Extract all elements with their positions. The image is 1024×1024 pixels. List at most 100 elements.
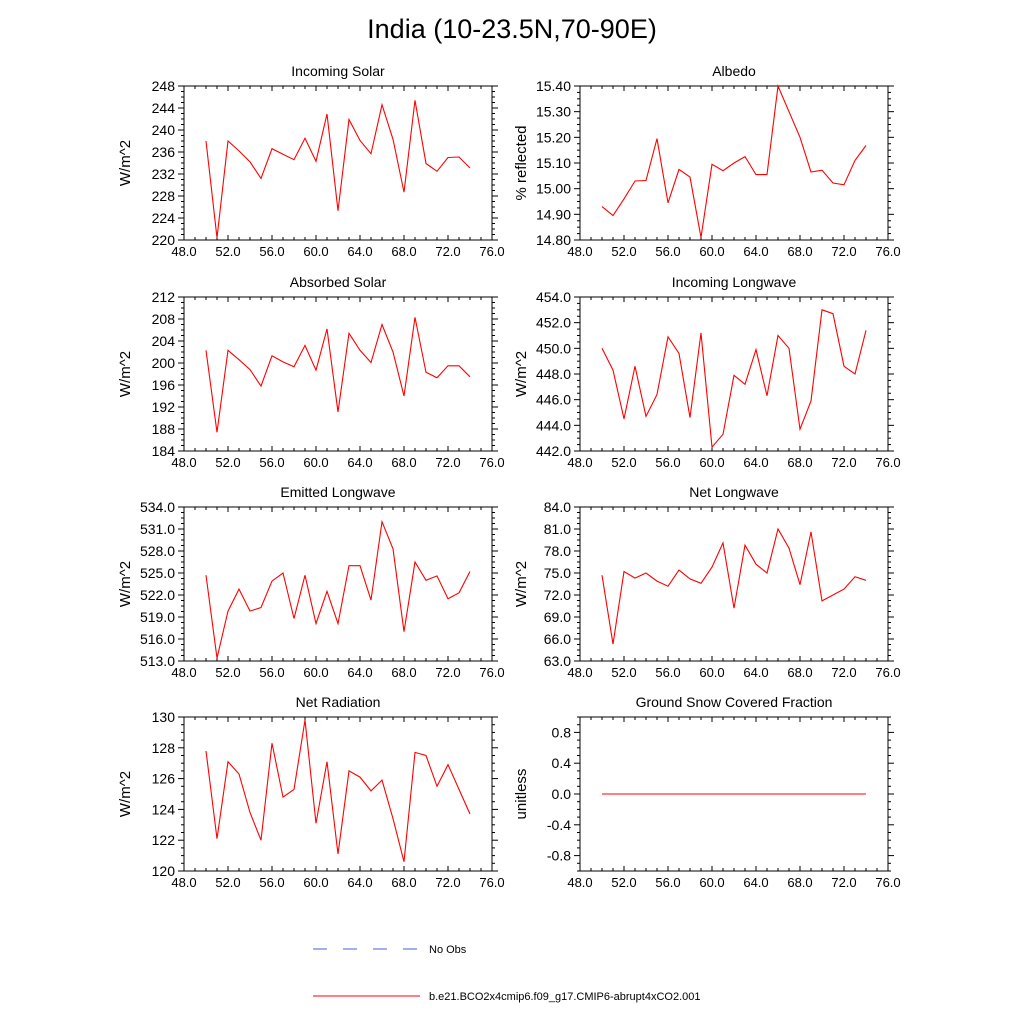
x-tick-label: 60.0 (303, 455, 328, 470)
x-tick-label: 48.0 (567, 875, 592, 890)
x-tick-label: 76.0 (875, 665, 900, 680)
y-tick-label: 72.0 (544, 587, 571, 603)
legend-entry-no-obs: No Obs (313, 944, 467, 956)
series-line-net-radiation (205, 720, 471, 862)
x-tick-label: 52.0 (611, 875, 636, 890)
x-tick-label: 56.0 (259, 455, 284, 470)
x-tick-label: 68.0 (391, 244, 416, 259)
panel-title-incoming-longwave: Incoming Longwave (672, 274, 797, 290)
y-tick-label: 0.4 (552, 755, 572, 771)
legend-entry-model: b.e21.BCO2x4cmip6.f09_g17.CMIP6-abrupt4x… (313, 991, 701, 1003)
y-tick-label: 224 (152, 210, 176, 226)
x-tick-label: 60.0 (303, 665, 328, 680)
y-tick-label: 240 (152, 122, 176, 138)
x-tick-label: 76.0 (479, 455, 504, 470)
y-tick-label: 513.0 (140, 653, 175, 669)
x-tick-label: 72.0 (831, 455, 856, 470)
x-tick-label: 72.0 (435, 875, 460, 890)
x-tick-label: 64.0 (743, 665, 768, 680)
x-tick-label: 64.0 (347, 455, 372, 470)
y-tick-label: 15.40 (536, 78, 571, 94)
x-tick-label: 72.0 (831, 665, 856, 680)
panel-title-net-longwave: Net Longwave (689, 484, 779, 500)
y-tick-label: 208 (152, 311, 176, 327)
series-line-incoming-longwave (601, 309, 867, 449)
x-tick-label: 48.0 (567, 665, 592, 680)
legend-label-no-obs: No Obs (429, 944, 467, 956)
x-tick-label: 76.0 (479, 244, 504, 259)
panel-title-albedo: Albedo (712, 63, 756, 79)
panel-net-longwave: 48.0 52.0 56.0 60.0 64.0 68.0 72.0 76.0 63.0 66.0… (513, 484, 901, 680)
x-tick-label: 56.0 (259, 244, 284, 259)
x-tick-label: 52.0 (611, 455, 636, 470)
panel-incoming-longwave: 48.0 52.0 56.0 60.0 64.0 68.0 72.0 76.0 442.0 444… (513, 274, 901, 470)
y-tick-label: 448.0 (536, 366, 571, 382)
y-tick-label: 516.0 (140, 631, 175, 647)
x-tick-label: 68.0 (787, 875, 812, 890)
y-tick-label: 15.10 (536, 155, 571, 171)
y-tick-label: 188 (152, 421, 176, 437)
y-tick-label: 450.0 (536, 340, 571, 356)
y-tick-label: 14.90 (536, 206, 571, 222)
x-tick-label: 52.0 (611, 244, 636, 259)
y-tick-label: 78.0 (544, 543, 571, 559)
x-tick-label: 48.0 (171, 455, 196, 470)
y-tick-label: 236 (152, 144, 176, 160)
y-tick-label: 454.0 (536, 289, 571, 305)
x-tick-label: 72.0 (435, 665, 460, 680)
x-tick-label: 48.0 (567, 244, 592, 259)
y-tick-label: 446.0 (536, 392, 571, 408)
y-tick-label: 212 (152, 289, 176, 305)
x-tick-label: 64.0 (347, 875, 372, 890)
x-tick-label: 60.0 (699, 244, 724, 259)
panel-title-incoming-solar: Incoming Solar (291, 63, 385, 79)
x-tick-label: 52.0 (215, 455, 240, 470)
y-tick-label: 184 (152, 443, 176, 459)
y-axis-label-absorbed-solar: W/m^2 (117, 351, 134, 397)
y-tick-label: 14.80 (536, 232, 571, 248)
panel-title-emitted-longwave: Emitted Longwave (280, 484, 395, 500)
x-tick-label: 48.0 (171, 244, 196, 259)
y-tick-label: 126 (152, 771, 176, 787)
y-tick-label: -0.8 (547, 848, 571, 864)
x-tick-label: 64.0 (347, 665, 372, 680)
y-tick-label: 522.0 (140, 587, 175, 603)
y-tick-label: 192 (152, 399, 176, 415)
x-tick-label: 48.0 (567, 455, 592, 470)
y-tick-label: 531.0 (140, 521, 175, 537)
x-tick-label: 68.0 (391, 665, 416, 680)
legend-label-model: b.e21.BCO2x4cmip6.f09_g17.CMIP6-abrupt4x… (429, 991, 701, 1003)
y-tick-label: 69.0 (544, 609, 571, 625)
x-tick-label: 52.0 (215, 665, 240, 680)
y-tick-label: 130 (152, 709, 176, 725)
x-tick-label: 68.0 (391, 875, 416, 890)
y-axis-label-net-radiation: W/m^2 (117, 771, 134, 817)
y-tick-label: 75.0 (544, 565, 571, 581)
y-tick-label: 519.0 (140, 609, 175, 625)
y-tick-label: 122 (152, 832, 176, 848)
x-tick-label: 72.0 (435, 455, 460, 470)
x-tick-label: 76.0 (875, 875, 900, 890)
y-tick-label: 15.20 (536, 129, 571, 145)
y-tick-label: -0.4 (547, 817, 571, 833)
y-tick-label: 442.0 (536, 443, 571, 459)
y-tick-label: 66.0 (544, 631, 571, 647)
series-line-net-longwave (601, 527, 867, 645)
y-tick-label: 124 (152, 801, 176, 817)
y-tick-label: 444.0 (536, 417, 571, 433)
x-tick-label: 72.0 (831, 244, 856, 259)
y-tick-label: 120 (152, 863, 176, 879)
y-tick-label: 200 (152, 355, 176, 371)
x-tick-label: 52.0 (215, 244, 240, 259)
y-tick-label: 84.0 (544, 499, 571, 515)
x-tick-label: 52.0 (215, 875, 240, 890)
y-axis-label-albedo: % reflected (513, 125, 530, 200)
panel-emitted-longwave: 48.0 52.0 56.0 60.0 64.0 68.0 72.0 76.0 513.0 516… (117, 484, 505, 680)
y-tick-label: 452.0 (536, 315, 571, 331)
x-tick-label: 56.0 (259, 875, 284, 890)
y-tick-label: 204 (152, 333, 176, 349)
x-tick-label: 60.0 (699, 875, 724, 890)
y-axis-label-ground-snow-covered-fraction: unitless (513, 769, 530, 820)
